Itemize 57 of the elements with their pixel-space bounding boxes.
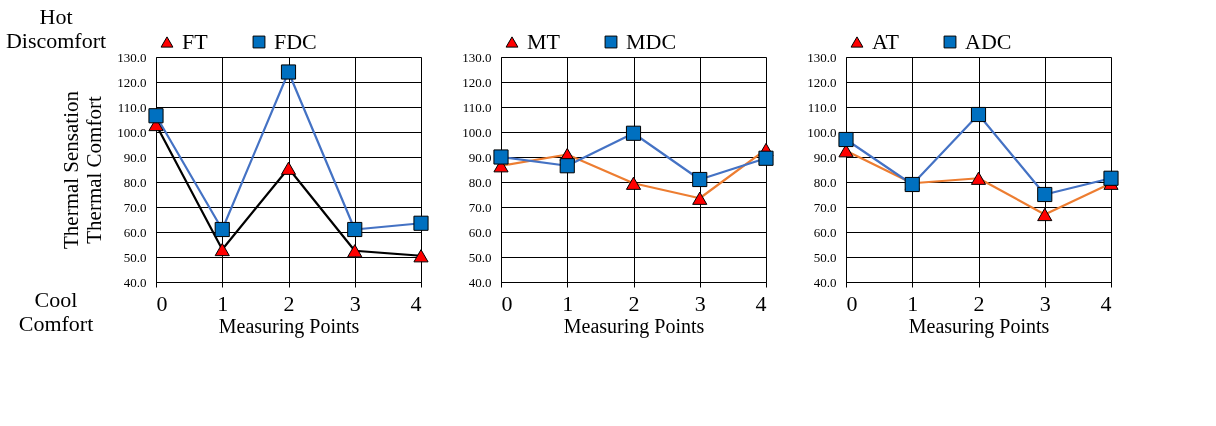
x-tick-label: 2 bbox=[628, 290, 640, 316]
x-tick-label: 1 bbox=[562, 290, 574, 316]
y-tick-label: 110.0 bbox=[462, 99, 492, 115]
x-tick-label: 3 bbox=[694, 290, 706, 316]
y-tick-label: 70.0 bbox=[468, 199, 492, 215]
x-tick-label: 3 bbox=[349, 290, 361, 316]
legend-label: ADC bbox=[965, 29, 1012, 54]
y-tick-label: 80.0 bbox=[123, 174, 147, 190]
y-tick-label: 50.0 bbox=[813, 249, 837, 265]
y-tick-label: 40.0 bbox=[123, 274, 147, 290]
y-tick-label: 130.0 bbox=[807, 49, 837, 65]
y-tick-label: 40.0 bbox=[468, 274, 492, 290]
y-tick-label: 40.0 bbox=[813, 274, 837, 290]
y-tick-label: 90.0 bbox=[468, 149, 492, 165]
x-tick-label: 4 bbox=[1100, 290, 1112, 316]
x-tick-label: 2 bbox=[973, 290, 985, 316]
x-tick-label: 1 bbox=[217, 290, 229, 316]
y-tick-label: 80.0 bbox=[468, 174, 492, 190]
y-tick-label: 60.0 bbox=[123, 224, 147, 240]
y-tick-label: 90.0 bbox=[813, 149, 837, 165]
x-axis-title: Measuring Points bbox=[908, 314, 1050, 338]
y-tick-label: 120.0 bbox=[117, 74, 147, 90]
y-tick-label: 50.0 bbox=[123, 249, 147, 265]
x-tick-label: 0 bbox=[846, 290, 858, 316]
x-tick-label: 1 bbox=[907, 290, 919, 316]
y-tick-label: 120.0 bbox=[462, 74, 492, 90]
y-tick-label: 80.0 bbox=[813, 174, 837, 190]
y-tick-label: 110.0 bbox=[807, 99, 837, 115]
legend-label: FDC bbox=[274, 29, 317, 54]
x-tick-label: 4 bbox=[410, 290, 422, 316]
legend-label: AT bbox=[872, 29, 900, 54]
text: Cool Comfort bbox=[18, 287, 94, 336]
legend-label: MDC bbox=[626, 29, 677, 54]
y-tick-label: 70.0 bbox=[813, 199, 837, 215]
text: Hot Discomfort bbox=[5, 4, 107, 53]
legend-label: FT bbox=[182, 29, 209, 54]
y-tick-label: 50.0 bbox=[468, 249, 492, 265]
x-axis-title: Measuring Points bbox=[218, 314, 360, 338]
y-tick-label: 120.0 bbox=[807, 74, 837, 90]
y-tick-label: 110.0 bbox=[117, 99, 147, 115]
legend-label: MT bbox=[527, 29, 561, 54]
y-tick-label: 60.0 bbox=[468, 224, 492, 240]
y-tick-label: 90.0 bbox=[123, 149, 147, 165]
y-tick-label: 100.0 bbox=[807, 124, 837, 140]
x-tick-label: 3 bbox=[1039, 290, 1051, 316]
y-tick-label: 130.0 bbox=[462, 49, 492, 65]
y-tick-label: 130.0 bbox=[117, 49, 147, 65]
x-tick-label: 0 bbox=[501, 290, 513, 316]
x-axis-title: Measuring Points bbox=[563, 314, 705, 338]
x-tick-label: 4 bbox=[755, 290, 767, 316]
y-tick-label: 60.0 bbox=[813, 224, 837, 240]
y-axis-title: Thermal Sensation Thermal Comfort bbox=[59, 90, 107, 250]
y-tick-label: 70.0 bbox=[123, 199, 147, 215]
y-tick-label: 100.0 bbox=[462, 124, 492, 140]
x-tick-label: 0 bbox=[156, 290, 168, 316]
x-tick-label: 2 bbox=[283, 290, 295, 316]
y-tick-label: 100.0 bbox=[117, 124, 147, 140]
